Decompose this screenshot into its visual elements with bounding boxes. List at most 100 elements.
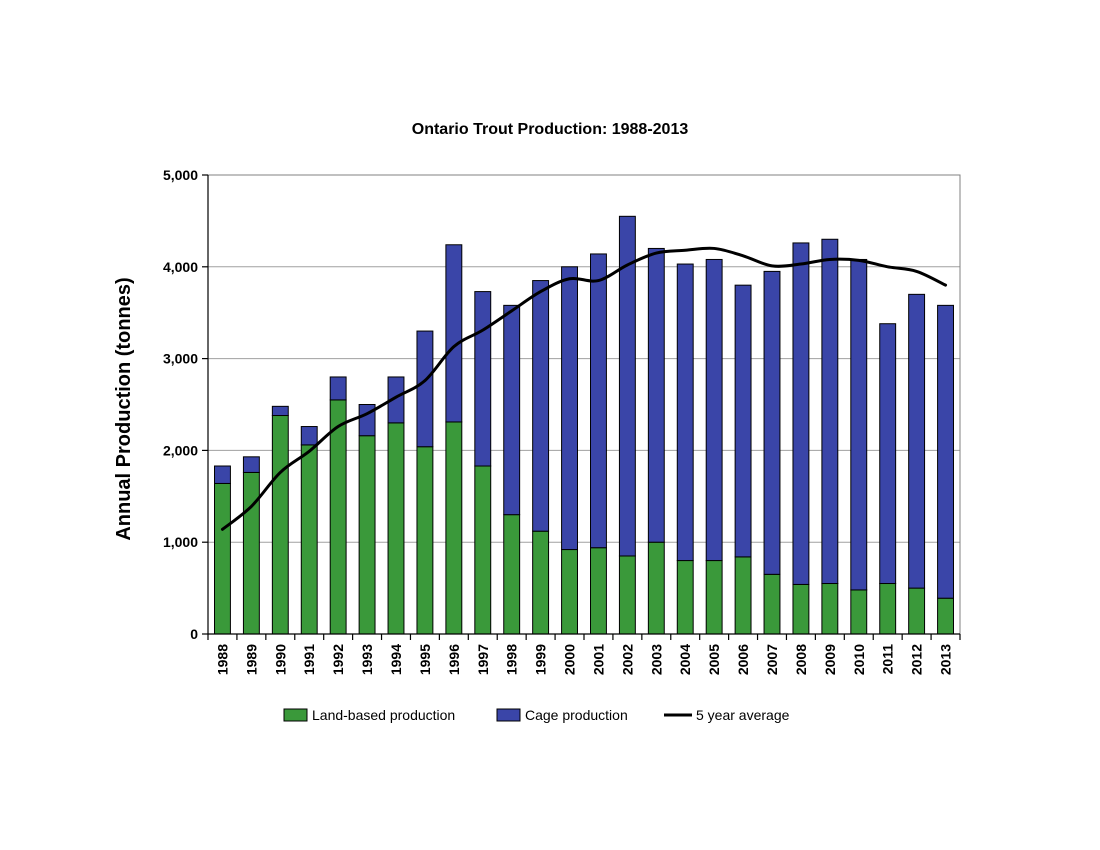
- bar-land-based: [416, 446, 434, 635]
- bar-cage: [271, 405, 289, 417]
- y-tick-label: 1,000: [163, 534, 198, 550]
- bar-land-based: [734, 556, 752, 635]
- legend-item: Land-based production: [283, 707, 455, 723]
- bar-land-based: [590, 547, 607, 635]
- x-tick-label: 1996: [446, 644, 462, 675]
- bar-land-based: [474, 465, 492, 635]
- bar-cage: [590, 253, 607, 549]
- bar-cage: [214, 465, 231, 484]
- x-tick-label: 2011: [880, 644, 896, 675]
- bar-cage: [734, 284, 752, 558]
- bar-cage: [647, 247, 665, 543]
- bar-cage: [242, 456, 260, 473]
- x-tick-label: 1989: [243, 644, 259, 675]
- bars: [214, 215, 954, 635]
- bar-land-based: [561, 549, 578, 635]
- x-tick-label: 2004: [677, 644, 693, 675]
- bar-cage: [474, 291, 492, 467]
- bar-cage: [763, 270, 781, 575]
- plot-area: [207, 174, 961, 635]
- x-tick-label: 2005: [706, 644, 722, 675]
- bar-cage: [792, 242, 810, 585]
- y-tick-label: 2,000: [163, 442, 198, 458]
- bar-cage: [300, 426, 318, 446]
- legend-swatch: [283, 708, 308, 722]
- legend-item: Cage production: [496, 707, 628, 723]
- x-tick-label: 2007: [764, 644, 780, 675]
- bar-cage: [879, 323, 897, 585]
- y-axis-label: Annual Production (tonnes): [113, 277, 135, 540]
- bar-cage: [416, 330, 434, 448]
- x-tick-label: 2001: [590, 644, 606, 675]
- bar-land-based: [300, 444, 318, 635]
- x-ticks: 1988 1989 1990 1991 1992 1993 1994 1995 1996 1997…: [207, 634, 961, 675]
- bar-land-based: [503, 514, 521, 635]
- bar-land-based: [387, 422, 405, 635]
- bar-land-based: [879, 583, 897, 635]
- bar-land-based: [850, 589, 868, 635]
- x-tick-label: 1994: [388, 644, 404, 675]
- y-tick-label: 0: [190, 626, 198, 642]
- x-tick-label: 2008: [793, 644, 809, 675]
- legend-swatch: [496, 708, 521, 722]
- x-tick-label: 1998: [504, 644, 520, 675]
- bar-land-based: [821, 583, 839, 635]
- bar-land-based: [532, 530, 550, 635]
- bar-land-based: [676, 560, 694, 635]
- bar-cage: [850, 258, 868, 591]
- y-tick-label: 4,000: [163, 259, 198, 275]
- x-tick-label: 2013: [938, 644, 954, 675]
- bar-cage: [821, 238, 839, 585]
- y-tick-label: 3,000: [163, 351, 198, 367]
- bar-land-based: [329, 399, 347, 635]
- x-tick-label: 2012: [909, 644, 925, 675]
- y-ticks: 0 1,000 2,000 3,000 4,000 5,000: [163, 167, 208, 642]
- legend-label: Land-based production: [312, 707, 455, 723]
- legend-item: 5 year average: [664, 707, 790, 723]
- bar-cage: [705, 258, 723, 562]
- x-tick-label: 2000: [562, 644, 578, 675]
- bar-land-based: [908, 587, 926, 635]
- bar-cage: [908, 293, 926, 589]
- legend-label: 5 year average: [696, 707, 790, 723]
- x-tick-label: 1991: [301, 644, 317, 675]
- bar-land-based: [618, 555, 636, 635]
- bar-cage: [561, 266, 578, 551]
- bar-land-based: [647, 541, 665, 635]
- chart-title: Ontario Trout Production: 1988-2013: [412, 121, 689, 138]
- bar-cage: [445, 244, 463, 423]
- x-tick-label: 1993: [359, 644, 375, 675]
- x-tick-label: 1999: [533, 644, 549, 675]
- x-tick-label: 1995: [417, 644, 433, 675]
- x-tick-label: 1988: [214, 644, 230, 675]
- gridlines: [208, 266, 960, 543]
- legend: Land-based production Cage production 5 ye…: [283, 707, 790, 723]
- five-year-average-line: [220, 246, 948, 531]
- bar-cage: [676, 263, 694, 562]
- y-tick-label: 5,000: [163, 167, 198, 183]
- x-tick-label: 2006: [735, 644, 751, 675]
- bar-land-based: [705, 560, 723, 635]
- bar-land-based: [763, 573, 781, 635]
- bar-land-based: [214, 482, 231, 635]
- x-tick-label: 1990: [272, 644, 288, 675]
- bar-cage: [329, 376, 347, 401]
- x-tick-label: 2010: [851, 644, 867, 675]
- bar-land-based: [445, 421, 463, 635]
- bar-land-based: [937, 597, 954, 635]
- x-tick-label: 1992: [330, 644, 346, 675]
- bar-cage: [532, 280, 550, 532]
- legend-label: Cage production: [525, 707, 628, 723]
- x-tick-label: 2003: [648, 644, 664, 675]
- bar-land-based: [242, 471, 260, 635]
- bar-cage: [618, 215, 636, 557]
- x-tick-label: 1997: [475, 644, 491, 675]
- bar-land-based: [792, 583, 810, 635]
- bar-cage: [503, 304, 521, 516]
- bar-land-based: [271, 415, 289, 635]
- bar-cage: [937, 304, 954, 599]
- x-tick-label: 2002: [619, 644, 635, 675]
- x-tick-label: 2009: [822, 644, 838, 675]
- bar-cage: [387, 376, 405, 424]
